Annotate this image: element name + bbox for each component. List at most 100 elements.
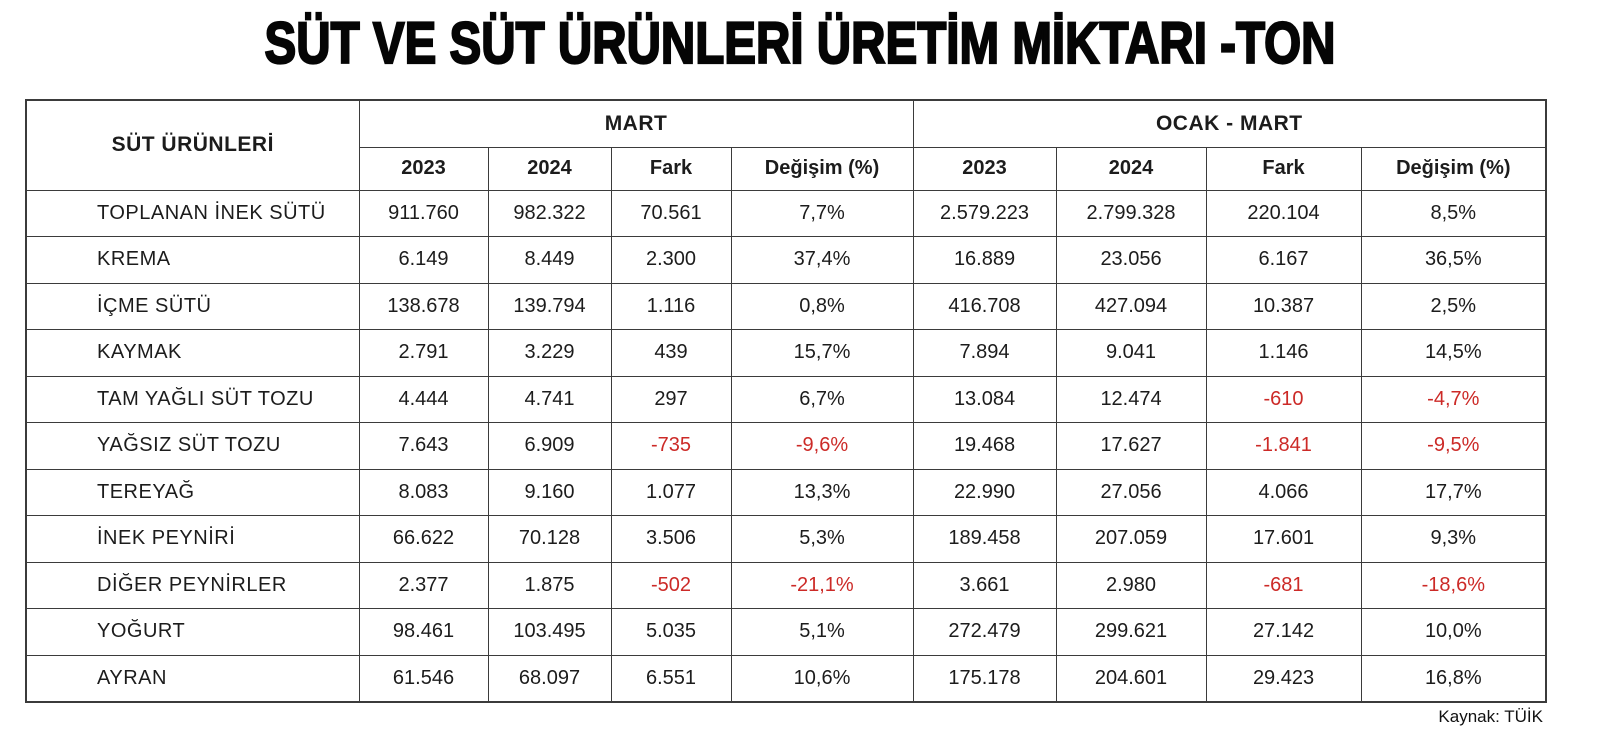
value-cell: 2.579.223 xyxy=(912,189,1057,237)
value-cell: 204.601 xyxy=(1055,654,1207,702)
value-cell: 70.128 xyxy=(487,515,612,563)
value-cell: -681 xyxy=(1205,561,1362,609)
value-cell: -21,1% xyxy=(730,561,914,609)
value-cell: -4,7% xyxy=(1360,375,1547,423)
value-cell: 10,0% xyxy=(1360,608,1547,656)
group-header-row: SÜT ÜRÜNLERİ MART OCAK - MART xyxy=(25,99,1547,191)
table-row: TAM YAĞLI SÜT TOZU 4.444 4.741 297 6,7% 13.08… xyxy=(25,375,1547,423)
table-row: YAĞSIZ SÜT TOZU 7.643 6.909 -735 -9,6% 19.468… xyxy=(25,422,1547,470)
value-cell: 13,3% xyxy=(730,468,914,516)
value-cell: 5,3% xyxy=(730,515,914,563)
value-cell: 5,1% xyxy=(730,608,914,656)
value-cell: 220.104 xyxy=(1205,189,1362,237)
value-cell: -9,5% xyxy=(1360,422,1547,470)
table-row: KREMA 6.149 8.449 2.300 37,4% 16.889 23.056 6.1… xyxy=(25,236,1547,284)
column-header: 2023 xyxy=(358,146,489,191)
value-cell: 4.066 xyxy=(1205,468,1362,516)
value-cell: 36,5% xyxy=(1360,236,1547,284)
value-cell: -1.841 xyxy=(1205,422,1362,470)
value-cell: 427.094 xyxy=(1055,282,1207,330)
value-cell: 29.423 xyxy=(1205,654,1362,702)
value-cell: 6.551 xyxy=(610,654,732,702)
value-cell: 272.479 xyxy=(912,608,1057,656)
table-row: KAYMAK 2.791 3.229 439 15,7% 7.894 9.041 1.146 1… xyxy=(25,329,1547,377)
value-cell: 3.229 xyxy=(487,329,612,377)
product-name: TEREYAĞ xyxy=(25,468,360,516)
value-cell: 66.622 xyxy=(358,515,489,563)
value-cell: 139.794 xyxy=(487,282,612,330)
value-cell: 70.561 xyxy=(610,189,732,237)
value-cell: 2,5% xyxy=(1360,282,1547,330)
table-row: İÇME SÜTÜ 138.678 139.794 1.116 0,8% 416.708 4… xyxy=(25,282,1547,330)
value-cell: 10.387 xyxy=(1205,282,1362,330)
value-cell: 6.149 xyxy=(358,236,489,284)
value-cell: 6.909 xyxy=(487,422,612,470)
column-header: 2024 xyxy=(487,146,612,191)
value-cell: 61.546 xyxy=(358,654,489,702)
table-row: YOĞURT 98.461 103.495 5.035 5,1% 272.479 299.6… xyxy=(25,608,1547,656)
value-cell: 17,7% xyxy=(1360,468,1547,516)
value-cell: 17.627 xyxy=(1055,422,1207,470)
row-header-cell: SÜT ÜRÜNLERİ xyxy=(25,99,360,191)
table-row: İNEK PEYNİRİ 66.622 70.128 3.506 5,3% 189.458… xyxy=(25,515,1547,563)
value-cell: -18,6% xyxy=(1360,561,1547,609)
product-name: TAM YAĞLI SÜT TOZU xyxy=(25,375,360,423)
product-name: İÇME SÜTÜ xyxy=(25,282,360,330)
value-cell: 3.661 xyxy=(912,561,1057,609)
product-name: DİĞER PEYNİRLER xyxy=(25,561,360,609)
value-cell: 8,5% xyxy=(1360,189,1547,237)
group-header-ocak-mart: OCAK - MART xyxy=(912,99,1547,148)
value-cell: 27.056 xyxy=(1055,468,1207,516)
page-title: SÜT VE SÜT ÜRÜNLERİ ÜRETİM MİKTARI -TON xyxy=(264,10,1337,77)
value-cell: 2.980 xyxy=(1055,561,1207,609)
product-name: KAYMAK xyxy=(25,329,360,377)
value-cell: 4.741 xyxy=(487,375,612,423)
value-cell: 7.894 xyxy=(912,329,1057,377)
value-cell: -502 xyxy=(610,561,732,609)
value-cell: 911.760 xyxy=(358,189,489,237)
column-header: 2024 xyxy=(1055,146,1207,191)
page-title-wrap: SÜT VE SÜT ÜRÜNLERİ ÜRETİM MİKTARI -TON xyxy=(0,6,1600,90)
value-cell: 138.678 xyxy=(358,282,489,330)
value-cell: 98.461 xyxy=(358,608,489,656)
value-cell: 8.449 xyxy=(487,236,612,284)
value-cell: 1.116 xyxy=(610,282,732,330)
value-cell: 2.791 xyxy=(358,329,489,377)
value-cell: 7,7% xyxy=(730,189,914,237)
value-cell: 9.160 xyxy=(487,468,612,516)
value-cell: 9.041 xyxy=(1055,329,1207,377)
column-header: Değişim (%) xyxy=(730,146,914,191)
value-cell: 10,6% xyxy=(730,654,914,702)
value-cell: 23.056 xyxy=(1055,236,1207,284)
product-name: YAĞSIZ SÜT TOZU xyxy=(25,422,360,470)
sub-header-row: 2023 2024 Fark Değişim (%) 2023 2024 Fark Değiş… xyxy=(26,146,1547,191)
table-row: AYRAN 61.546 68.097 6.551 10,6% 175.178 204.60… xyxy=(25,654,1547,702)
value-cell: 0,8% xyxy=(730,282,914,330)
value-cell: 299.621 xyxy=(1055,608,1207,656)
value-cell: 1.875 xyxy=(487,561,612,609)
value-cell: 5.035 xyxy=(610,608,732,656)
value-cell: 16.889 xyxy=(912,236,1057,284)
product-name: İNEK PEYNİRİ xyxy=(25,515,360,563)
value-cell: 982.322 xyxy=(487,189,612,237)
value-cell: 3.506 xyxy=(610,515,732,563)
value-cell: 297 xyxy=(610,375,732,423)
value-cell: 22.990 xyxy=(912,468,1057,516)
column-header: 2023 xyxy=(912,146,1057,191)
value-cell: 207.059 xyxy=(1055,515,1207,563)
value-cell: 27.142 xyxy=(1205,608,1362,656)
value-cell: 8.083 xyxy=(358,468,489,516)
value-cell: 68.097 xyxy=(487,654,612,702)
value-cell: 1.077 xyxy=(610,468,732,516)
column-header: Fark xyxy=(1205,146,1362,191)
product-name: KREMA xyxy=(25,236,360,284)
value-cell: 2.799.328 xyxy=(1055,189,1207,237)
value-cell: 4.444 xyxy=(358,375,489,423)
table-row: TEREYAĞ 8.083 9.160 1.077 13,3% 22.990 27.056 4… xyxy=(25,468,1547,516)
value-cell: 175.178 xyxy=(912,654,1057,702)
value-cell: 416.708 xyxy=(912,282,1057,330)
product-name: AYRAN xyxy=(25,654,360,702)
table-row: DİĞER PEYNİRLER 2.377 1.875 -502 -21,1% 3.661… xyxy=(25,561,1547,609)
value-cell: 17.601 xyxy=(1205,515,1362,563)
value-cell: -9,6% xyxy=(730,422,914,470)
